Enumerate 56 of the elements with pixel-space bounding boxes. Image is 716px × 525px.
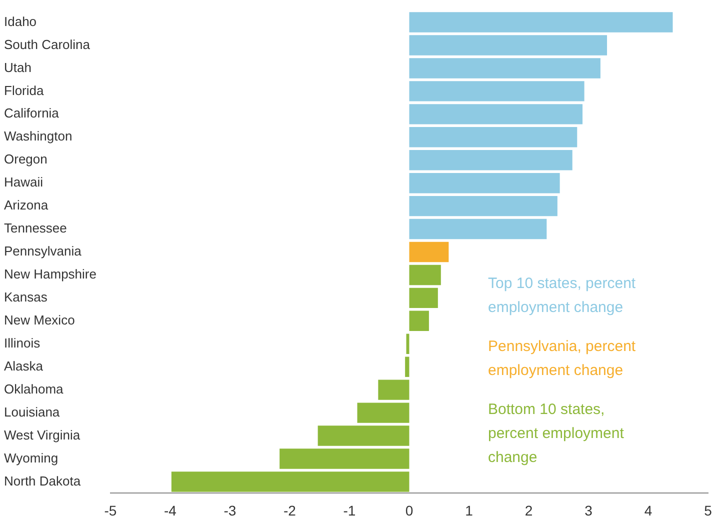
y-tick-label: Louisiana [4,404,60,420]
y-tick-label: Hawaii [4,174,44,190]
y-tick-label: New Mexico [4,312,75,328]
bar [409,127,578,148]
x-tick-label: 3 [584,502,593,518]
bar [409,264,441,286]
bar [409,150,572,170]
bar [409,12,673,32]
y-tick-label: New Hampshire [4,266,96,282]
text: Top 10 states, percent employment change [488,275,636,316]
bar [409,81,584,102]
y-tick-label: Arizona [4,198,49,213]
bar [280,448,410,469]
y-tick-label: North Dakota [4,473,82,488]
y-tick-label: Utah [4,60,32,75]
bar [409,288,438,308]
x-tick-label: 1 [465,502,474,518]
x-tick-label: 5 [704,502,712,518]
bar [409,35,608,56]
bar [409,196,558,216]
bar [406,334,410,354]
y-tick-label: Washington [4,128,72,144]
y-tick-label: Wyoming [4,450,58,466]
bar [409,218,547,240]
bar [405,356,410,377]
y-tick-label: California [4,106,60,121]
bar [409,58,600,78]
y-tick-label: West Virginia [4,427,81,442]
y-tick-label: Alaska [4,358,44,374]
y-tick-label: Kansas [4,290,48,305]
bar [409,172,560,194]
bar [171,472,410,492]
bar [357,402,410,423]
y-tick-label: Pennsylvania [4,244,82,259]
y-tick-label: Illinois [4,335,41,350]
bar [378,380,410,400]
x-tick-label: -2 [284,502,296,518]
text: Pennsylvania, percent employment change [488,338,636,380]
x-tick-label: -1 [343,502,356,518]
y-tick-label: Oklahoma [4,381,64,396]
y-tick-label: Tennessee [4,220,67,236]
bar [409,242,449,262]
y-tick-label: Oregon [4,152,48,167]
y-tick-label: South Carolina [4,36,91,52]
text: Bottom 10 states, percent employment change [488,401,625,466]
y-tick-label: Idaho [4,14,37,29]
x-tick-label: -3 [224,502,236,518]
x-tick-label: -5 [104,502,117,518]
x-tick-label: -4 [164,502,177,518]
x-tick-label: 4 [644,502,652,518]
x-tick-label: 0 [405,502,414,518]
y-tick-label: Florida [4,82,45,98]
x-tick-label: 2 [524,502,533,518]
bar [318,426,410,446]
bar [409,310,429,332]
bar [409,104,583,124]
